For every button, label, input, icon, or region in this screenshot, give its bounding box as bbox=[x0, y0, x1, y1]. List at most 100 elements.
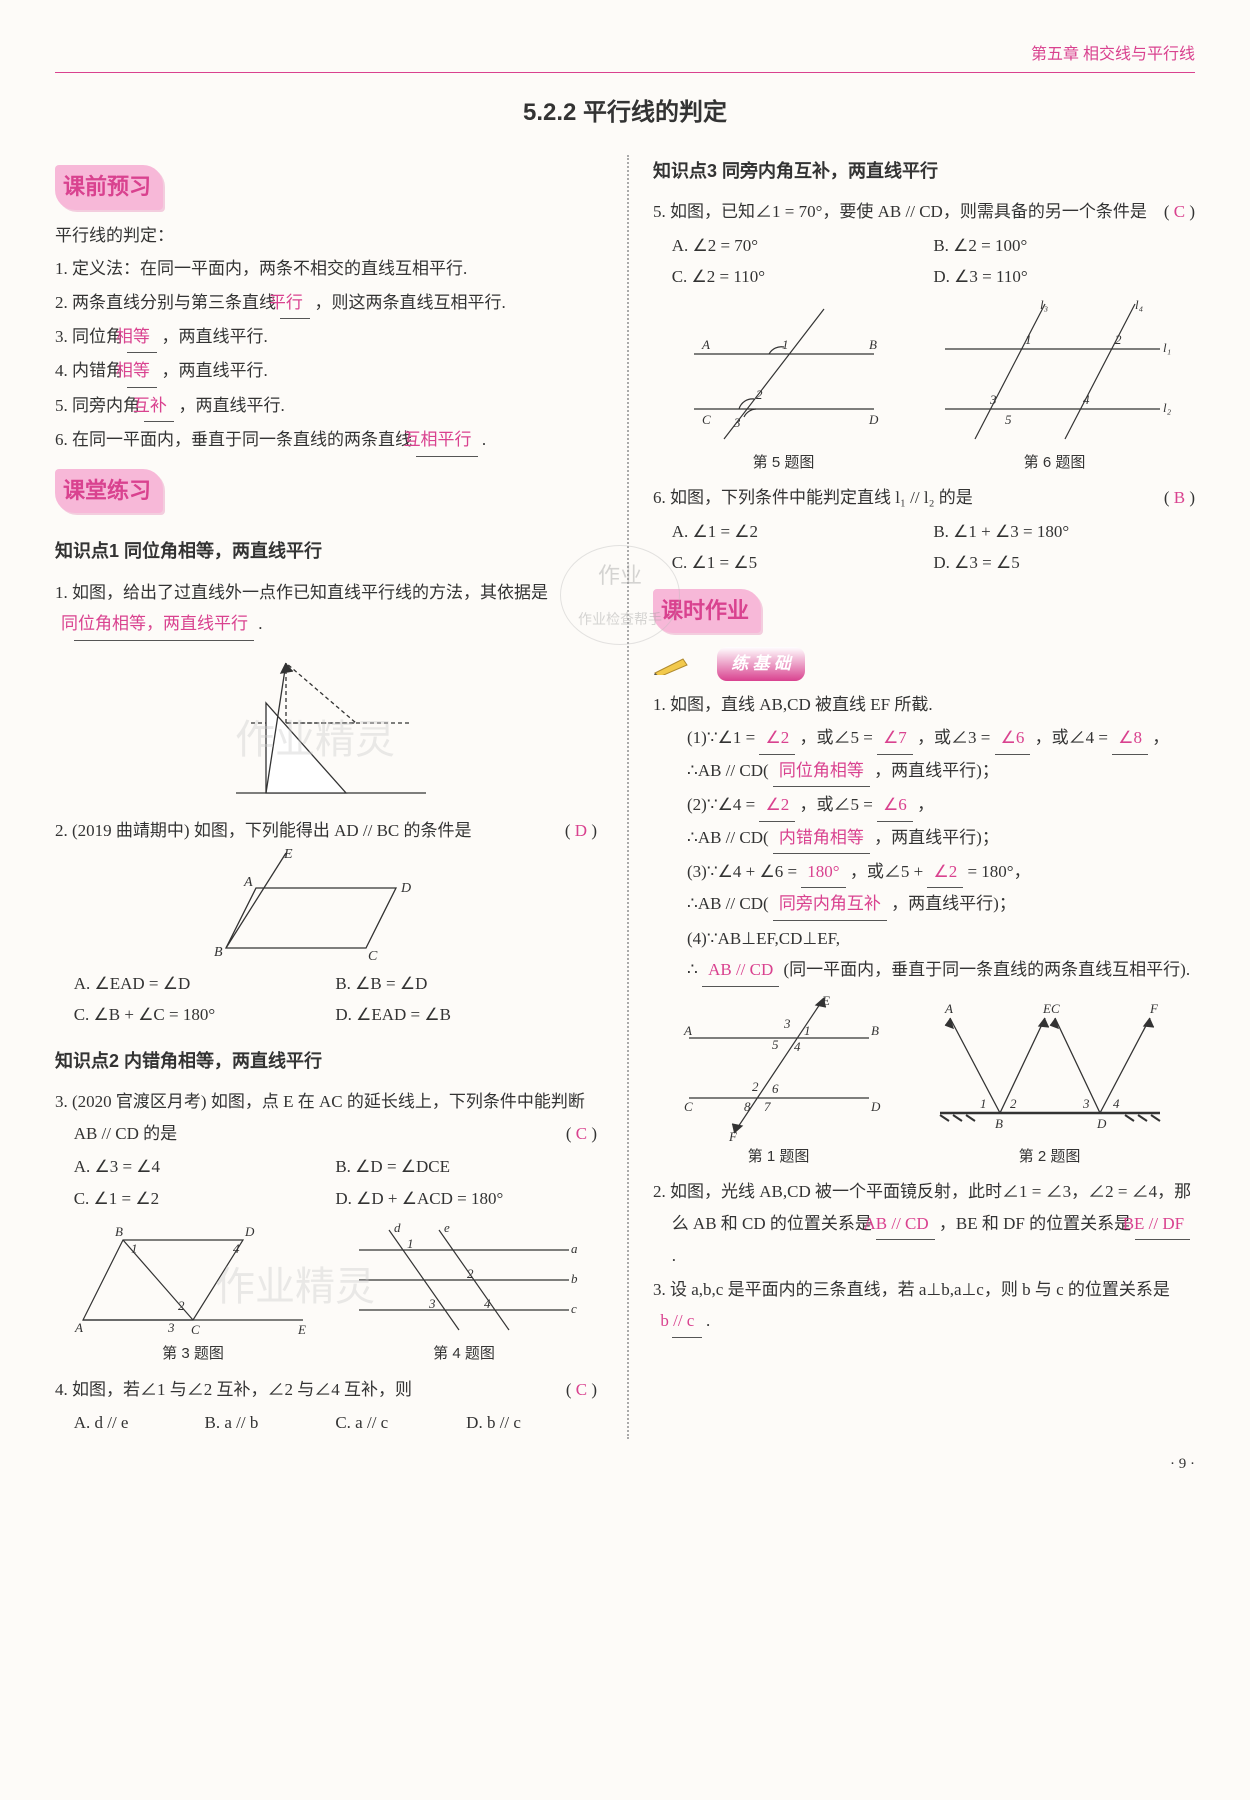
svg-text:3: 3 bbox=[733, 415, 741, 430]
text: 4. 内错角 bbox=[55, 361, 123, 380]
preview-2: 2. 两条直线分别与第三条直线 平行 ，则这两条直线互相平行. bbox=[55, 287, 597, 319]
text: ∴AB // CD( bbox=[687, 894, 769, 913]
svg-text:2: 2 bbox=[467, 1266, 474, 1281]
pencil-icon bbox=[653, 655, 693, 675]
svg-text:1: 1 bbox=[1025, 332, 1032, 347]
hw-fig1-caption: 第 1 题图 bbox=[674, 1143, 884, 1171]
hw-fig2-caption: 第 2 题图 bbox=[925, 1143, 1175, 1171]
figure-hw1: E AB CD F 31 54 26 87 bbox=[674, 993, 884, 1143]
figure-q3-wrapper: BD ACE 12 34 第 3 题图 bbox=[73, 1220, 313, 1368]
text: 3. (2020 官渡区月考) 如图，点 E 在 AC 的延长线上，下列条件中能… bbox=[55, 1092, 585, 1142]
hw2: 2. 如图，光线 AB,CD 被一个平面镜反射，此时∠1 = ∠3，∠2 = ∠… bbox=[653, 1176, 1195, 1271]
svg-text:4: 4 bbox=[233, 1241, 240, 1256]
answer-blank: ∠6 bbox=[877, 789, 913, 821]
q5-options: A. ∠2 = 70° B. ∠2 = 100° C. ∠2 = 110° D.… bbox=[653, 230, 1195, 293]
answer-blank: ∠2 bbox=[927, 856, 963, 888]
svg-text:6: 6 bbox=[772, 1081, 779, 1096]
svg-text:1: 1 bbox=[131, 1241, 138, 1256]
text: ，或∠5 = bbox=[799, 795, 872, 814]
text: 3. 同位角 bbox=[55, 327, 123, 346]
answer-blank: ∠7 bbox=[877, 722, 913, 754]
svg-text:A: A bbox=[944, 1001, 953, 1016]
text: 4. 如图，若∠1 与∠2 互补，∠2 与∠4 互补，则 bbox=[55, 1380, 412, 1399]
answer-blank: ∠6 bbox=[995, 722, 1031, 754]
answer-blank: 相等 bbox=[127, 321, 157, 353]
q2-stem: 2. (2019 曲靖期中) 如图，下列能得出 AD // BC 的条件是 ( … bbox=[55, 815, 597, 846]
answer-letter: B bbox=[1174, 488, 1185, 507]
answer-blank: 同旁内角互补 bbox=[773, 888, 887, 920]
option-a: A. ∠3 = ∠4 bbox=[74, 1151, 336, 1182]
answer-blank: 相等 bbox=[127, 355, 157, 387]
svg-text:A: A bbox=[243, 875, 253, 890]
text: ， bbox=[917, 795, 934, 814]
figure-q4: abc de 12 34 bbox=[349, 1220, 579, 1340]
preview-1: 1. 定义法：在同一平面内，两条不相交的直线互相平行. bbox=[55, 253, 597, 284]
option-a: A. ∠EAD = ∠D bbox=[74, 968, 336, 999]
option-a: A. d // e bbox=[74, 1407, 205, 1438]
svg-text:A: A bbox=[683, 1023, 692, 1038]
option-d: D. ∠D + ∠ACD = 180° bbox=[335, 1183, 597, 1214]
svg-text:8: 8 bbox=[744, 1099, 751, 1114]
svg-text:2: 2 bbox=[1010, 1096, 1017, 1111]
preview-3: 3. 同位角 相等 ，两直线平行. bbox=[55, 321, 597, 353]
text: ，BE 和 DF 的位置关系是 bbox=[939, 1214, 1131, 1233]
svg-text:4: 4 bbox=[1113, 1096, 1120, 1111]
answer-blank: 平行 bbox=[280, 287, 310, 319]
svg-text:E: E bbox=[283, 848, 293, 862]
answer-blank: 内错角相等 bbox=[773, 822, 870, 854]
text: ，两直线平行)； bbox=[891, 894, 1016, 913]
fig4-caption: 第 4 题图 bbox=[349, 1340, 579, 1368]
text: (1)∵∠1 = bbox=[687, 728, 755, 747]
q2-options: A. ∠EAD = ∠D B. ∠B = ∠D C. ∠B + ∠C = 180… bbox=[55, 968, 597, 1031]
option-b: B. a // b bbox=[205, 1407, 336, 1438]
svg-text:F: F bbox=[728, 1129, 738, 1143]
svg-text:5: 5 bbox=[1005, 412, 1012, 427]
answer-blank: ∠2 bbox=[759, 789, 795, 821]
svg-text:C: C bbox=[702, 412, 711, 427]
two-column-layout: 课前预习 平行线的判定： 1. 定义法：在同一平面内，两条不相交的直线互相平行.… bbox=[55, 155, 1195, 1439]
text: ，两直线平行. bbox=[162, 327, 268, 346]
svg-text:C: C bbox=[191, 1322, 200, 1337]
answer-paren: ( C ) bbox=[1183, 196, 1196, 227]
svg-text:c: c bbox=[571, 1301, 577, 1316]
text: = 180°， bbox=[967, 862, 1030, 881]
right-column: 知识点3 同旁内角互补，两直线平行 5. 如图，已知∠1 = 70°，要使 AB… bbox=[627, 155, 1195, 1439]
text: 3. 设 a,b,c 是平面内的三条直线，若 a⊥b,a⊥c，则 b 与 c 的… bbox=[653, 1280, 1170, 1299]
hw1-line2: (2)∵∠4 = ∠2 ，或∠5 = ∠6 ， ∴AB // CD( 内错角相等… bbox=[653, 789, 1195, 854]
page-number: · 9 · bbox=[55, 1451, 1195, 1479]
text: 2. (2019 曲靖期中) 如图，下列能得出 AD // BC 的条件是 bbox=[55, 821, 472, 840]
svg-text:D: D bbox=[400, 881, 411, 896]
svg-text:E: E bbox=[1042, 1001, 1051, 1016]
page-title: 5.2.2 平行线的判定 bbox=[55, 91, 1195, 135]
answer-blank: BE // DF bbox=[1135, 1208, 1190, 1240]
left-column: 课前预习 平行线的判定： 1. 定义法：在同一平面内，两条不相交的直线互相平行.… bbox=[55, 155, 597, 1439]
text: . bbox=[672, 1246, 676, 1265]
hw1-line4: (4)∵AB⊥EF,CD⊥EF, ∴ AB // CD (同一平面内，垂直于同一… bbox=[653, 923, 1195, 987]
svg-text:2: 2 bbox=[1115, 332, 1122, 347]
svg-text:B: B bbox=[214, 945, 223, 960]
figure-hw1-wrapper: E AB CD F 31 54 26 87 第 1 题图 bbox=[674, 993, 884, 1171]
q5-stem: 5. 如图，已知∠1 = 70°，要使 AB // CD，则需具备的另一个条件是… bbox=[653, 196, 1195, 227]
figure-q3: BD ACE 12 34 bbox=[73, 1220, 313, 1340]
svg-text:B: B bbox=[871, 1023, 879, 1038]
svg-text:B: B bbox=[115, 1224, 123, 1239]
answer-blank: b // c bbox=[672, 1305, 702, 1337]
svg-text:E: E bbox=[821, 993, 830, 1008]
text: . bbox=[706, 1311, 710, 1330]
svg-text:4: 4 bbox=[794, 1039, 801, 1054]
option-b: B. ∠2 = 100° bbox=[933, 230, 1195, 261]
answer-blank: AB // CD bbox=[876, 1208, 935, 1240]
svg-text:E: E bbox=[297, 1322, 306, 1337]
svg-text:4: 4 bbox=[1083, 392, 1090, 407]
fig5-caption: 第 5 题图 bbox=[674, 449, 894, 477]
tag-classwork: 课堂练习 bbox=[55, 469, 163, 514]
text: ，两直线平行)； bbox=[874, 761, 999, 780]
kp1-heading: 知识点1 同位角相等，两直线平行 bbox=[55, 535, 597, 568]
text: ， bbox=[1152, 728, 1169, 747]
svg-text:d: d bbox=[394, 1220, 401, 1235]
text: ，或∠3 = bbox=[917, 728, 990, 747]
figure-hw2: AE CF BD 12 34 bbox=[925, 993, 1175, 1143]
answer-blank: ∠8 bbox=[1112, 722, 1148, 754]
answer-letter: C bbox=[576, 1380, 587, 1399]
figure-q1-setsquare bbox=[196, 643, 456, 813]
